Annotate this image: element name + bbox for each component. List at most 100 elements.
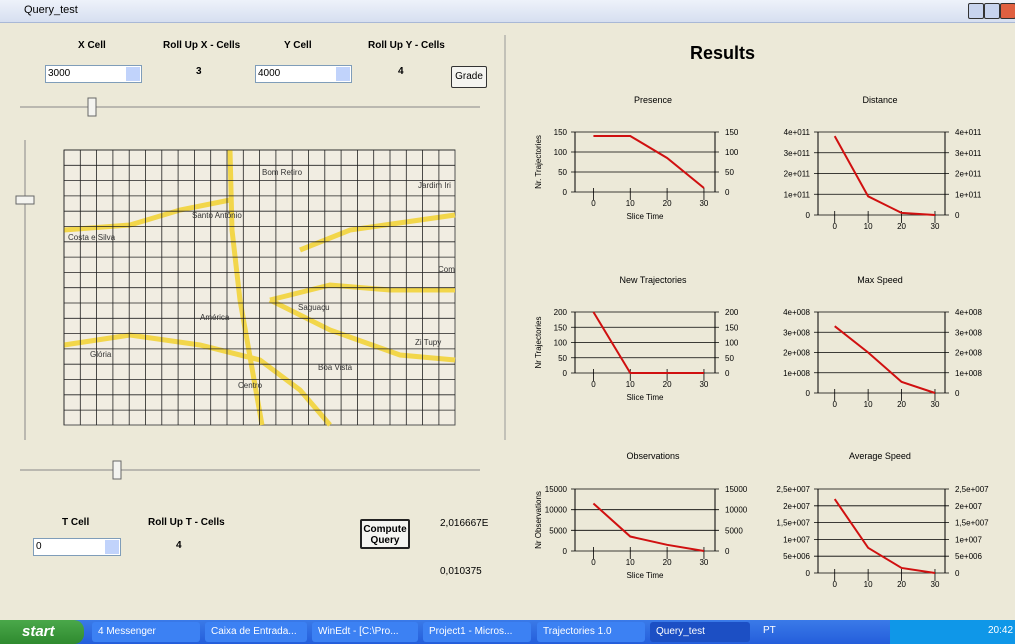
y-axis-label: Nr Observations — [534, 491, 543, 549]
slider-thumb[interactable] — [113, 461, 121, 479]
x-tick-label: 20 — [663, 199, 672, 208]
y-tick-label: 0 — [806, 569, 811, 578]
clock: 20:42 — [988, 625, 1013, 636]
x-tick-label: 30 — [699, 380, 708, 389]
y2-tick-label: 100 — [725, 339, 739, 348]
chart-title: Presence — [634, 95, 672, 105]
map-label: Bom Retiro — [262, 168, 303, 177]
y-tick-label: 0 — [563, 547, 568, 556]
map-label: Centro — [238, 381, 263, 390]
y2-tick-label: 4e+011 — [955, 128, 982, 137]
map-label: Costa e Silva — [68, 233, 116, 242]
y2-tick-label: 4e+008 — [955, 308, 982, 317]
taskbar-item[interactable]: Query_test — [650, 622, 750, 642]
taskbar-item[interactable]: Caixa de Entrada... — [205, 622, 307, 642]
y2-tick-label: 1,5e+007 — [955, 519, 989, 528]
series-line — [835, 326, 935, 393]
canvas: Bom Retiro Santo Antônio Costa e Silva Jard… — [0, 0, 1015, 620]
y-tick-label: 200 — [554, 308, 568, 317]
y2-tick-label: 2,5e+007 — [955, 485, 989, 494]
x-tick-label: 10 — [626, 380, 635, 389]
y2-tick-label: 5e+006 — [955, 552, 982, 561]
y2-tick-label: 0 — [955, 211, 960, 220]
y-tick-label: 2e+008 — [783, 349, 810, 358]
series-line — [593, 136, 704, 188]
y2-tick-label: 1e+011 — [955, 190, 982, 199]
y2-tick-label: 0 — [725, 369, 730, 378]
x-tick-label: 10 — [864, 400, 873, 409]
taskbar-item[interactable]: 4 Messenger — [92, 622, 200, 642]
y-tick-label: 50 — [558, 168, 567, 177]
y-tick-label: 1,5e+007 — [776, 519, 810, 528]
y2-tick-label: 10000 — [725, 506, 748, 515]
map-label: América — [200, 313, 230, 322]
language: PT — [763, 625, 776, 636]
slider-thumb[interactable] — [88, 98, 96, 116]
y2-tick-label: 1e+007 — [955, 535, 982, 544]
x-tick-label: 30 — [931, 580, 940, 589]
y2-tick-label: 50 — [725, 354, 734, 363]
y2-tick-label: 50 — [725, 168, 734, 177]
x-tick-label: 0 — [591, 558, 596, 567]
chart-title: Average Speed — [849, 451, 911, 461]
y-axis-label: Nr. Trajectories — [534, 135, 543, 189]
y-tick-label: 50 — [558, 354, 567, 363]
y-tick-label: 10000 — [545, 506, 568, 515]
y-tick-label: 0 — [806, 389, 811, 398]
y-tick-label: 100 — [554, 339, 568, 348]
series-line — [593, 503, 704, 551]
x-tick-label: 20 — [663, 558, 672, 567]
taskbar-item[interactable]: WinEdt - [C:\Pro... — [312, 622, 418, 642]
map-label: Boa Vista — [318, 363, 353, 372]
y2-tick-label: 3e+011 — [955, 149, 982, 158]
x-tick-label: 10 — [864, 222, 873, 231]
y-axis-label: Nr Trajectories — [534, 316, 543, 368]
y-tick-label: 1e+008 — [783, 369, 810, 378]
y2-tick-label: 0 — [955, 389, 960, 398]
y2-tick-label: 0 — [725, 188, 730, 197]
y-tick-label: 2e+011 — [784, 170, 811, 179]
y2-tick-label: 0 — [955, 569, 960, 578]
y-tick-label: 5e+006 — [783, 552, 810, 561]
y-tick-label: 100 — [554, 148, 568, 157]
y2-tick-label: 150 — [725, 128, 739, 137]
start-button[interactable]: start — [0, 620, 84, 644]
y2-tick-label: 3e+008 — [955, 328, 982, 337]
y2-tick-label: 100 — [725, 148, 739, 157]
y-tick-label: 15000 — [545, 485, 568, 494]
y2-tick-label: 200 — [725, 308, 739, 317]
map-label: Santo Antônio — [192, 211, 242, 220]
slider-thumb[interactable] — [16, 196, 34, 204]
y-tick-label: 0 — [806, 211, 811, 220]
y-tick-label: 0 — [563, 369, 568, 378]
taskbar-item[interactable]: Trajectories 1.0 — [537, 622, 645, 642]
y-tick-label: 150 — [554, 323, 568, 332]
taskbar: start 4 MessengerCaixa de Entrada...WinE… — [0, 620, 1015, 644]
x-tick-label: 0 — [832, 222, 837, 231]
chart-title: Distance — [862, 95, 897, 105]
x-tick-label: 0 — [591, 380, 596, 389]
x-tick-label: 20 — [663, 380, 672, 389]
x-axis-label: Slice Time — [627, 571, 664, 580]
y-tick-label: 1e+011 — [784, 190, 811, 199]
map-label: Zi Tupy — [415, 338, 441, 347]
chart-title: New Trajectories — [619, 275, 687, 285]
chart-title: Max Speed — [857, 275, 903, 285]
y-tick-label: 3e+011 — [784, 149, 811, 158]
y-tick-label: 0 — [563, 188, 568, 197]
series-line — [835, 136, 935, 215]
map-label: Jardim Iri — [418, 181, 451, 190]
x-tick-label: 10 — [626, 199, 635, 208]
y2-tick-label: 150 — [725, 323, 739, 332]
x-tick-label: 0 — [832, 400, 837, 409]
y-tick-label: 4e+011 — [784, 128, 811, 137]
y2-tick-label: 0 — [725, 547, 730, 556]
y-tick-label: 150 — [554, 128, 568, 137]
x-tick-label: 10 — [864, 580, 873, 589]
y2-tick-label: 1e+008 — [955, 369, 982, 378]
page: Query_test X Cell Roll Up X - Cells Y Ce… — [0, 0, 1015, 644]
y2-tick-label: 2e+011 — [955, 170, 982, 179]
taskbar-item[interactable]: Project1 - Micros... — [423, 622, 531, 642]
series-line — [835, 499, 935, 573]
map-label: Saguaçu — [298, 303, 330, 312]
